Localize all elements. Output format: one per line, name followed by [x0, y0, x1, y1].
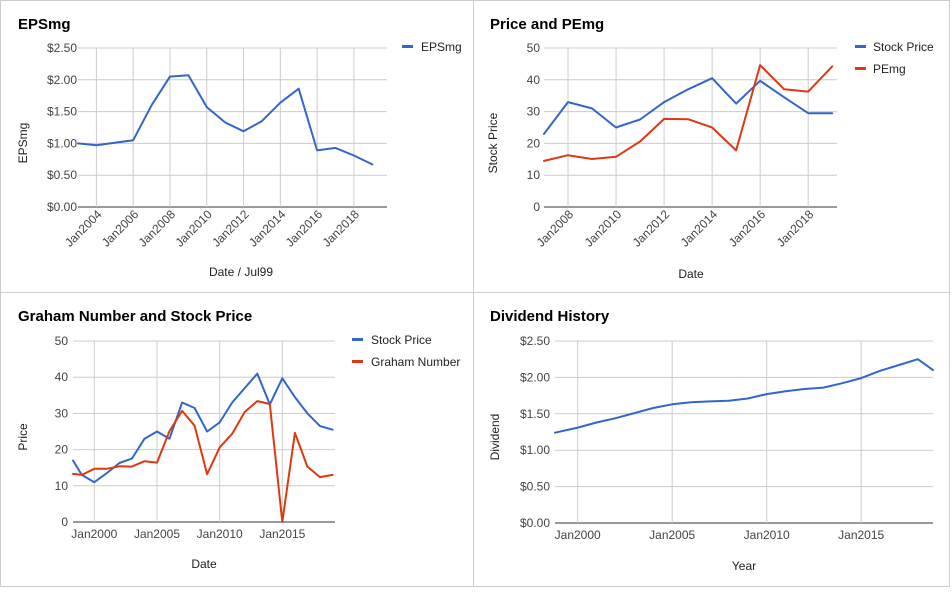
pe-x-axis-title: Date: [678, 267, 704, 281]
dividend-x-tick-label: Jan2005: [649, 528, 695, 542]
eps-y-tick-label: $2.50: [47, 41, 77, 55]
dividend-series-line-series: [554, 358, 934, 434]
graham-x-tick-label: Jan2015: [259, 527, 305, 541]
pe-series-line-stock-price: [543, 77, 834, 135]
graham-plot: 0 10 20 30 40 50 Jan2000 Jan2005 Jan2010 Jan2015: [55, 334, 335, 541]
eps-title: EPSmg: [18, 16, 71, 33]
pe-y-tick-label: 20: [527, 136, 541, 150]
graham-x-tick-label: Jan2005: [134, 527, 180, 541]
graham-series-line-graham-number: [72, 400, 334, 523]
pe-y-tick-label: 0: [533, 200, 540, 214]
pe-title: Price and PEmg: [490, 16, 604, 33]
graham-x-axis-title: Date: [191, 557, 217, 571]
pe-y-tick-label: 50: [527, 41, 541, 55]
pe-legend-label-pemg: PEmg: [873, 62, 906, 76]
dividend-y-tick-label: $2.50: [520, 334, 550, 348]
graham-y-axis-title: Price: [16, 423, 30, 451]
graham-y-tick-label: 40: [55, 370, 69, 384]
graham-title: Graham Number and Stock Price: [18, 308, 252, 325]
graham-y-tick-label: 30: [55, 406, 69, 420]
eps-y-tick-label: $1.50: [47, 105, 77, 119]
eps-y-tick-label: $2.00: [47, 73, 77, 87]
eps-y-tick-label: $0.00: [47, 200, 77, 214]
graham-x-tick-label: Jan2010: [197, 527, 243, 541]
graham-x-tick-label: Jan2000: [71, 527, 117, 541]
dividend-y-tick-label: $0.00: [520, 516, 550, 530]
graham-legend-swatch-price: [352, 338, 363, 341]
dividend-x-axis-title: Year: [732, 559, 756, 573]
graham-y-tick-label: 0: [61, 515, 68, 529]
eps-y-axis-title: EPSmg: [16, 123, 30, 164]
eps-panel: [0, 0, 474, 293]
graham-y-tick-label: 50: [55, 334, 69, 348]
pe-y-tick-label: 30: [527, 105, 541, 119]
graham-y-tick-label: 10: [55, 479, 69, 493]
dividend-plot: $0.00 $0.50 $1.00 $1.50 $2.00 $2.50 Jan2000 Jan…: [520, 334, 934, 542]
pe-legend-swatch-pemg: [855, 67, 866, 70]
pe-y-tick-label: 10: [527, 168, 541, 182]
dividend-y-axis-title: Dividend: [488, 414, 502, 461]
dividend-y-tick-label: $0.50: [520, 480, 550, 494]
pe-panel: [473, 0, 950, 293]
graham-y-tick-label: 20: [55, 443, 69, 457]
pe-y-tick-label: 40: [527, 73, 541, 87]
pe-legend-swatch-price: [855, 45, 866, 48]
pe-legend-label-price: Stock Price: [873, 40, 934, 54]
eps-legend-swatch: [402, 45, 413, 48]
graham-legend-label-price: Stock Price: [371, 333, 432, 347]
dividend-y-tick-label: $2.00: [520, 370, 550, 384]
eps-x-axis-title: Date / Jul99: [209, 265, 273, 279]
dividend-y-tick-label: $1.00: [520, 443, 550, 457]
dividend-y-tick-label: $1.50: [520, 407, 550, 421]
graham-legend-label-graham: Graham Number: [371, 355, 460, 369]
dividend-x-tick-label: Jan2010: [744, 528, 790, 542]
eps-legend-label: EPSmg: [421, 40, 462, 54]
pe-series-line-pemg: [543, 64, 834, 162]
eps-series-line-epsmg: [77, 74, 374, 166]
eps-y-tick-label: $1.00: [47, 136, 77, 150]
dividend-title: Dividend History: [490, 308, 610, 325]
eps-y-tick-label: $0.50: [47, 168, 77, 182]
dividend-x-tick-label: Jan2015: [838, 528, 884, 542]
dividend-x-tick-label: Jan2000: [555, 528, 601, 542]
graham-legend-swatch-graham: [352, 360, 363, 363]
pe-y-axis-title: Stock Price: [486, 112, 500, 173]
